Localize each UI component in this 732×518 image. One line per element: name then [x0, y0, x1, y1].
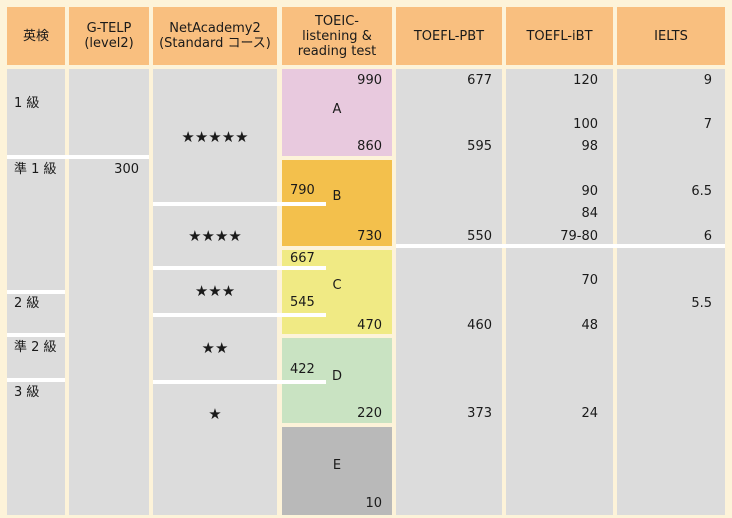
header-toeic: TOEIC- listening & reading test: [282, 7, 392, 65]
separator-eiken-2-pre2: [7, 333, 65, 337]
toeic-c-mid: 545: [290, 295, 315, 310]
eiken-grade-3: 3 級: [14, 385, 40, 400]
eiken-grade-1: 1 級: [14, 96, 40, 111]
ielts-value: 6.5: [691, 184, 712, 199]
toeic-band-e: [282, 427, 392, 515]
column-toefl-ibt: [506, 69, 613, 515]
toefl-ibt-value: 100: [573, 117, 598, 132]
stars-one: ★: [208, 405, 222, 423]
eiken-pre-grade-1: 準 1 級: [14, 162, 57, 177]
toefl-ibt-value: 90: [581, 184, 598, 199]
column-ielts: [617, 69, 725, 515]
toefl-ibt-value: 24: [581, 406, 598, 421]
toeic-d-label: D: [331, 369, 342, 384]
header-toefl-ibt: TOEFL-iBT: [506, 7, 613, 65]
separator-net-3-2: [153, 313, 326, 317]
toeic-d-top: 422: [290, 362, 315, 377]
toefl-pbt-value: 373: [467, 406, 492, 421]
toeic-a-label: A: [332, 102, 342, 117]
toeic-band-a: [282, 69, 392, 156]
toefl-ibt-value: 79-80: [560, 229, 598, 244]
column-gtelp: [69, 69, 149, 515]
toefl-pbt-value: 550: [467, 229, 492, 244]
separator-net-2-1: [153, 380, 326, 384]
header-gtelp: G-TELP (level2): [69, 7, 149, 65]
toeic-b-top: 790: [290, 183, 315, 198]
gtelp-score: 300: [114, 162, 139, 177]
separator-eiken-pre2-3: [7, 378, 65, 382]
toefl-pbt-value: 595: [467, 139, 492, 154]
ielts-value: 7: [703, 117, 712, 132]
toefl-ibt-value: 120: [573, 73, 598, 88]
toeic-c-top: 667: [290, 251, 315, 266]
toefl-ibt-value: 84: [581, 206, 598, 221]
eiken-grade-2: 2 級: [14, 296, 40, 311]
header-netacademy: NetAcademy2 (Standard コース): [153, 7, 277, 65]
toefl-ibt-value: 70: [581, 273, 598, 288]
separator-eiken-pre1-2: [7, 290, 65, 294]
ielts-value: 5.5: [691, 296, 712, 311]
stars-four: ★★★★: [188, 227, 242, 245]
eiken-pre-grade-2: 準 2 級: [14, 340, 57, 355]
separator-net-5-4: [153, 202, 326, 206]
header-eiken: 英検: [7, 7, 65, 65]
toefl-ibt-value: 48: [581, 318, 598, 333]
toeic-d-bottom: 220: [357, 406, 382, 421]
toefl-ibt-value: 98: [581, 139, 598, 154]
column-netacademy: [153, 69, 277, 515]
separator-eiken-1-pre1: [7, 155, 149, 159]
header-ielts: IELTS: [617, 7, 725, 65]
toeic-a-top: 990: [357, 73, 382, 88]
toeic-b-bottom: 730: [357, 229, 382, 244]
toeic-e-label: E: [332, 458, 342, 473]
toeic-b-label: B: [332, 189, 342, 204]
toefl-pbt-value: 460: [467, 318, 492, 333]
toeic-e-bottom: 10: [365, 496, 382, 511]
stars-five: ★★★★★: [181, 128, 249, 146]
ielts-value: 6: [703, 229, 712, 244]
ielts-value: 9: [703, 73, 712, 88]
toefl-pbt-value: 677: [467, 73, 492, 88]
column-toefl-pbt: [396, 69, 502, 515]
toeic-a-bottom: 860: [357, 139, 382, 154]
separator-net-4-3: [153, 266, 326, 270]
stars-two: ★★: [201, 339, 229, 357]
stars-three: ★★★: [194, 282, 236, 300]
header-toefl-pbt: TOEFL-PBT: [396, 7, 502, 65]
separator-scores: [396, 244, 725, 248]
toeic-c-label: C: [332, 278, 342, 293]
toeic-c-bottom: 470: [357, 318, 382, 333]
toeic-band-c: [282, 250, 392, 334]
